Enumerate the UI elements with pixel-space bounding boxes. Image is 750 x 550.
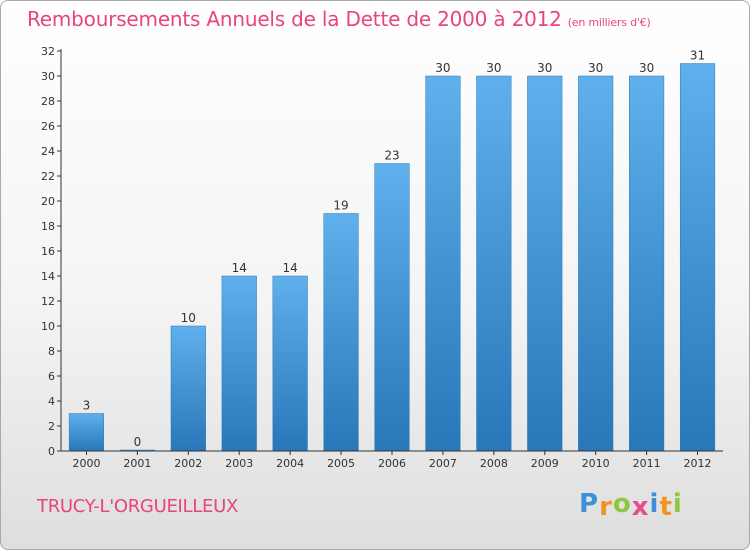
data-label: 31 bbox=[690, 49, 705, 63]
chart-title-text: Remboursements Annuels de la Dette de 20… bbox=[27, 7, 562, 31]
y-tick-label: 6 bbox=[48, 370, 55, 383]
x-tick-label: 2006 bbox=[378, 457, 406, 470]
x-tick-label: 2001 bbox=[123, 457, 151, 470]
y-tick-label: 4 bbox=[48, 395, 55, 408]
y-tick-label: 12 bbox=[41, 295, 55, 308]
bar bbox=[323, 213, 359, 452]
bar bbox=[170, 325, 206, 452]
data-label: 3 bbox=[83, 399, 91, 413]
bar bbox=[527, 75, 563, 452]
data-label: 30 bbox=[486, 61, 501, 75]
x-tick-label: 2002 bbox=[174, 457, 202, 470]
y-tick-label: 30 bbox=[41, 70, 55, 83]
x-tick-label: 2004 bbox=[276, 457, 304, 470]
bar bbox=[578, 75, 614, 452]
y-tick-label: 32 bbox=[41, 45, 55, 58]
y-tick-label: 20 bbox=[41, 195, 55, 208]
x-tick-label: 2010 bbox=[582, 457, 610, 470]
data-label: 23 bbox=[384, 149, 399, 163]
bar bbox=[425, 75, 461, 452]
data-label: 19 bbox=[333, 199, 348, 213]
data-label: 10 bbox=[181, 311, 196, 325]
chart-subtitle: (en milliers d'€) bbox=[567, 16, 651, 29]
x-tick-label: 2008 bbox=[480, 457, 508, 470]
y-tick-label: 24 bbox=[41, 145, 55, 158]
x-tick-label: 2011 bbox=[633, 457, 661, 470]
proxiti-logo: Proxiti bbox=[579, 489, 683, 522]
y-tick-label: 16 bbox=[41, 245, 55, 258]
y-tick-label: 8 bbox=[48, 345, 55, 358]
bar bbox=[374, 163, 410, 452]
bar bbox=[679, 63, 716, 452]
x-tick-label: 2012 bbox=[684, 457, 712, 470]
bar bbox=[272, 275, 308, 452]
logo-letter: r bbox=[599, 492, 613, 522]
data-label: 30 bbox=[588, 61, 603, 75]
data-label: 14 bbox=[232, 261, 247, 275]
bar bbox=[68, 413, 105, 452]
y-tick-label: 2 bbox=[48, 420, 55, 433]
logo-letter: o bbox=[612, 489, 632, 519]
y-tick-label: 14 bbox=[41, 270, 55, 283]
data-label: 30 bbox=[639, 61, 654, 75]
y-tick-label: 28 bbox=[41, 95, 55, 108]
y-tick-label: 10 bbox=[41, 320, 55, 333]
chart-title: Remboursements Annuels de la Dette de 20… bbox=[27, 7, 651, 31]
y-tick-label: 26 bbox=[41, 120, 55, 133]
place-name: TRUCY-L'ORGUEILLEUX bbox=[37, 496, 238, 517]
data-label: 0 bbox=[134, 435, 142, 449]
y-tick-label: 22 bbox=[41, 170, 55, 183]
bar bbox=[221, 275, 257, 452]
x-tick-label: 2009 bbox=[531, 457, 559, 470]
logo-letter: i bbox=[672, 489, 683, 519]
x-axis: 2000 2001 2002 2003 2004 2005 2006 2007 2008 2009… bbox=[61, 450, 723, 470]
logo-letter: t bbox=[659, 492, 673, 522]
x-tick-label: 2005 bbox=[327, 457, 355, 470]
bar bbox=[476, 75, 512, 452]
x-tick-label: 2000 bbox=[72, 457, 100, 470]
logo-letter: i bbox=[649, 489, 660, 519]
y-tick-label: 0 bbox=[48, 445, 55, 458]
data-label: 30 bbox=[537, 61, 552, 75]
x-tick-label: 2003 bbox=[225, 457, 253, 470]
data-label: 14 bbox=[283, 261, 298, 275]
x-tick-label: 2007 bbox=[429, 457, 457, 470]
data-label: 30 bbox=[435, 61, 450, 75]
bar bbox=[629, 75, 665, 452]
logo-letter: P bbox=[579, 489, 600, 519]
logo-letter: x bbox=[631, 492, 650, 522]
y-tick-label: 18 bbox=[41, 220, 55, 233]
